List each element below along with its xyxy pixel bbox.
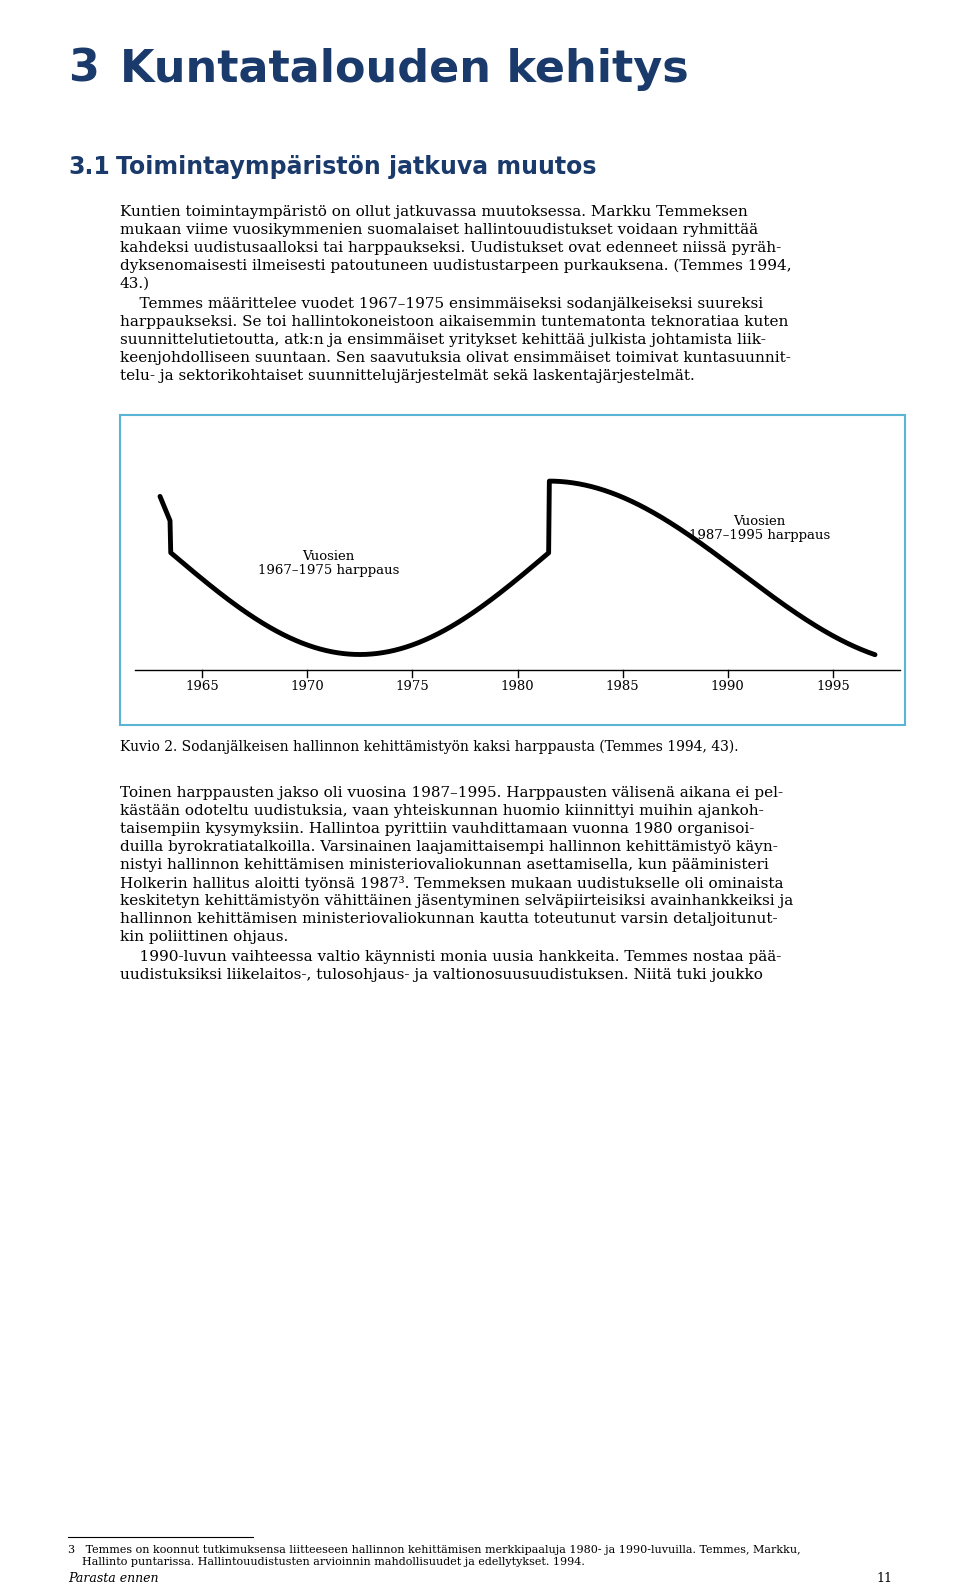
Text: 1990: 1990 xyxy=(711,680,745,693)
Text: 1990-luvun vaihteessa valtio käynnisti monia uusia hankkeita. Temmes nostaa pää-: 1990-luvun vaihteessa valtio käynnisti m… xyxy=(120,950,781,965)
Text: Kuntatalouden kehitys: Kuntatalouden kehitys xyxy=(120,48,688,91)
Text: telu- ja sektorikohtaiset suunnittelujärjestelmät sekä laskentajärjestelmät.: telu- ja sektorikohtaiset suunnittelujär… xyxy=(120,369,695,383)
Text: nistyi hallinnon kehittämisen ministeriovaliokunnan asettamisella, kun pääminist: nistyi hallinnon kehittämisen ministerio… xyxy=(120,858,769,872)
Bar xyxy=(120,415,905,725)
Text: Toimintaympäristön jatkuva muutos: Toimintaympäristön jatkuva muutos xyxy=(116,156,596,180)
Text: 1980: 1980 xyxy=(501,680,535,693)
Text: Vuosien: Vuosien xyxy=(302,550,354,563)
Text: Holkerin hallitus aloitti työnsä 1987³. Temmeksen mukaan uudistukselle oli omina: Holkerin hallitus aloitti työnsä 1987³. … xyxy=(120,876,783,891)
Text: 3   Temmes on koonnut tutkimuksensa liitteeseen hallinnon kehittämisen merkkipaa: 3 Temmes on koonnut tutkimuksensa liitte… xyxy=(68,1545,801,1556)
Text: duilla byrokratiatalkoilla. Varsinainen laajamittaisempi hallinnon kehittämistyö: duilla byrokratiatalkoilla. Varsinainen … xyxy=(120,841,778,853)
Text: kahdeksi uudistusaalloksi tai harppaukseksi. Uudistukset ovat edenneet niissä py: kahdeksi uudistusaalloksi tai harppaukse… xyxy=(120,242,781,254)
Text: dyksenomaisesti ilmeisesti patoutuneen uudistustarpeen purkauksena. (Temmes 1994: dyksenomaisesti ilmeisesti patoutuneen u… xyxy=(120,259,792,273)
Text: keenjohdolliseen suuntaan. Sen saavutuksia olivat ensimmäiset toimivat kuntasuun: keenjohdolliseen suuntaan. Sen saavutuks… xyxy=(120,351,791,365)
Text: Temmes määrittelee vuodet 1967–1975 ensimmäiseksi sodanjälkeiseksi suureksi: Temmes määrittelee vuodet 1967–1975 ensi… xyxy=(120,297,763,311)
Text: Hallinto puntarissa. Hallintouudistusten arvioinnin mahdollisuudet ja edellytyks: Hallinto puntarissa. Hallintouudistusten… xyxy=(68,1557,585,1567)
Text: hallinnon kehittämisen ministeriovaliokunnan kautta toteutunut varsin detaljoitu: hallinnon kehittämisen ministeriovalioku… xyxy=(120,912,778,926)
Text: Kuntien toimintaympäristö on ollut jatkuvassa muutoksessa. Markku Temmeksen: Kuntien toimintaympäristö on ollut jatku… xyxy=(120,205,748,219)
Text: harppaukseksi. Se toi hallintokoneistoon aikaisemmin tuntematonta teknoratiaa ku: harppaukseksi. Se toi hallintokoneistoon… xyxy=(120,315,788,329)
Text: 11: 11 xyxy=(876,1572,892,1584)
Text: 3.1: 3.1 xyxy=(68,156,109,180)
Text: uudistuksiksi liikelaitos-, tulosohjaus- ja valtionosuusuudistuksen. Niitä tuki : uudistuksiksi liikelaitos-, tulosohjaus-… xyxy=(120,968,763,982)
Text: kästään odoteltu uudistuksia, vaan yhteiskunnan huomio kiinnittyi muihin ajankoh: kästään odoteltu uudistuksia, vaan yhtei… xyxy=(120,804,764,818)
Text: Vuosien: Vuosien xyxy=(733,515,785,528)
Text: Toinen harppausten jakso oli vuosina 1987–1995. Harppausten välisenä aikana ei p: Toinen harppausten jakso oli vuosina 198… xyxy=(120,787,783,799)
Text: keskitetyn kehittämistyön vähittäinen jäsentyminen selväpiirteisiksi avainhankke: keskitetyn kehittämistyön vähittäinen jä… xyxy=(120,895,793,907)
Text: taisempiin kysymyksiin. Hallintoa pyrittiin vauhdittamaan vuonna 1980 organisoi-: taisempiin kysymyksiin. Hallintoa pyritt… xyxy=(120,822,755,836)
Text: 43.): 43.) xyxy=(120,276,150,291)
Text: suunnittelutietoutta, atk:n ja ensimmäiset yritykset kehittää julkista johtamist: suunnittelutietoutta, atk:n ja ensimmäis… xyxy=(120,334,766,346)
Text: 1987–1995 harppaus: 1987–1995 harppaus xyxy=(688,529,830,542)
Text: Parasta ennen: Parasta ennen xyxy=(68,1572,158,1584)
Text: 1995: 1995 xyxy=(816,680,850,693)
Text: 1970: 1970 xyxy=(290,680,324,693)
Text: Kuvio 2. Sodanjälkeisen hallinnon kehittämistyön kaksi harppausta (Temmes 1994, : Kuvio 2. Sodanjälkeisen hallinnon kehitt… xyxy=(120,740,738,755)
Text: 1975: 1975 xyxy=(396,680,429,693)
Text: kin poliittinen ohjaus.: kin poliittinen ohjaus. xyxy=(120,930,288,944)
Text: 1985: 1985 xyxy=(606,680,639,693)
Text: 3: 3 xyxy=(68,48,99,91)
Text: 1967–1975 harppaus: 1967–1975 harppaus xyxy=(257,564,399,577)
Text: 1965: 1965 xyxy=(185,680,219,693)
Text: mukaan viime vuosikymmenien suomalaiset hallintouudistukset voidaan ryhmittää: mukaan viime vuosikymmenien suomalaiset … xyxy=(120,222,758,237)
